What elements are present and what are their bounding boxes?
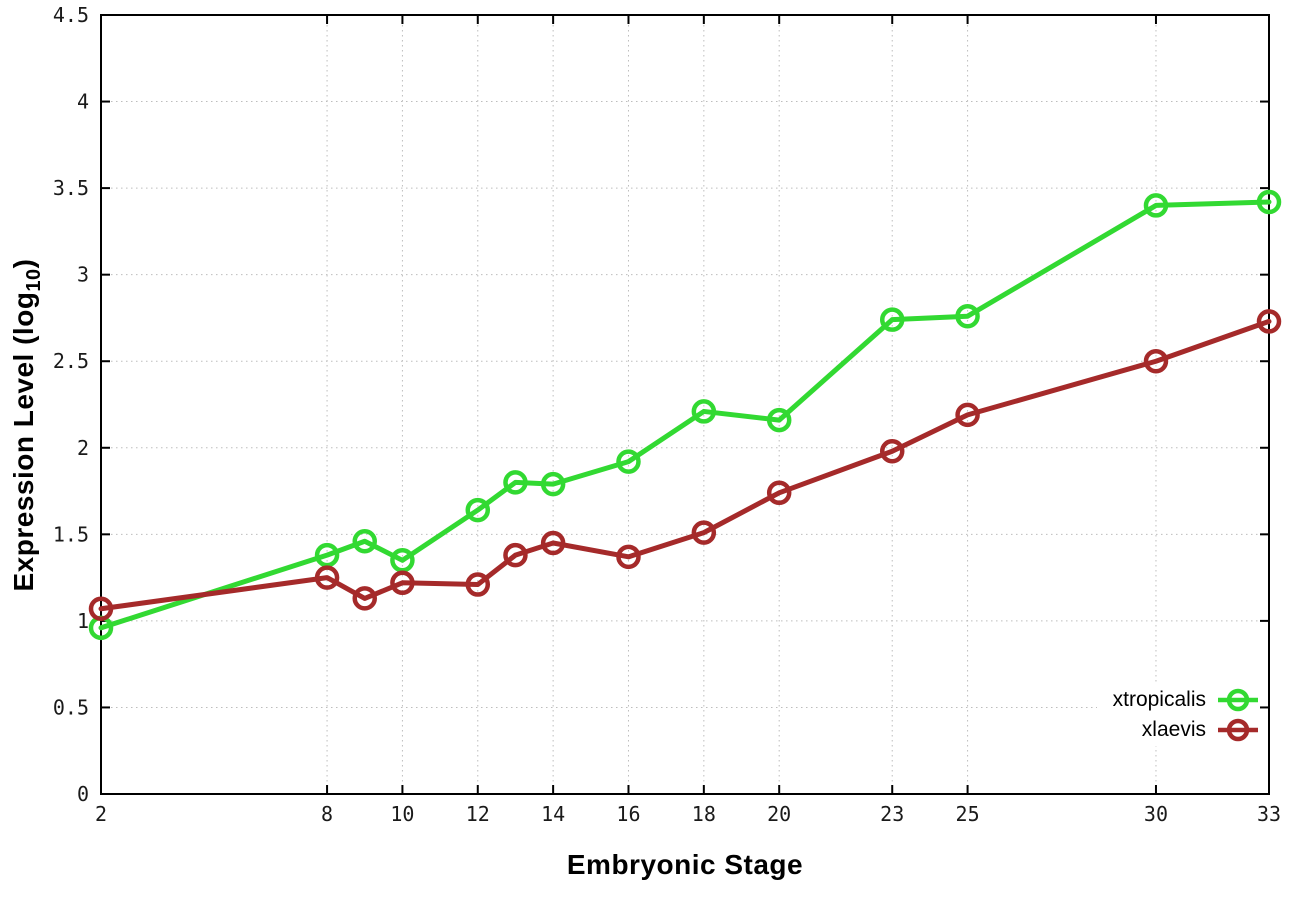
series-line-xtropicalis [98, 199, 1272, 631]
x-tick-label: 8 [321, 802, 333, 826]
data-point-xtropicalis [766, 407, 792, 433]
x-tick-label: 14 [541, 802, 565, 826]
data-point-xtropicalis [955, 303, 980, 329]
y-axis-title-subscript: 10 [23, 268, 45, 292]
legend-line-sample-icon [1218, 718, 1258, 742]
y-tick-label: 3 [77, 263, 89, 287]
data-point-xlaevis [314, 565, 340, 590]
y-tick-label: 0 [77, 782, 89, 806]
data-point-xlaevis [766, 480, 792, 506]
data-point-xtropicalis [1143, 193, 1169, 218]
x-tick-label: 25 [956, 802, 980, 826]
legend-label: xlaevis [1141, 718, 1206, 741]
y-axis-title-close: ) [8, 258, 39, 269]
data-point-xtropicalis [503, 470, 528, 495]
data-point-xlaevis [352, 586, 377, 611]
series-line-xlaevis [98, 318, 1272, 612]
y-axis-title-text: Expression Level (log [8, 291, 39, 592]
data-point-xlaevis [879, 438, 905, 464]
data-point-xlaevis [955, 402, 980, 428]
legend-line-sample-icon [1218, 688, 1258, 712]
legend-label: xtropicalis [1112, 688, 1206, 711]
data-point-xtropicalis [1256, 189, 1282, 215]
y-tick-label: 0.5 [53, 695, 89, 719]
plot-border [100, 14, 1270, 795]
data-point-xlaevis [88, 596, 114, 622]
data-point-xlaevis [1143, 348, 1169, 374]
y-tick-label: 4.5 [53, 3, 89, 27]
data-point-xtropicalis [390, 548, 415, 573]
data-point-xlaevis [691, 520, 717, 545]
legend-item-xtropicalis: xtropicalis [1113, 685, 1258, 715]
y-tick-label: 1.5 [53, 522, 89, 546]
x-tick-label: 10 [390, 802, 414, 826]
y-axis-title: Expression Level (log10) [8, 259, 46, 592]
y-tick-label: 2 [77, 436, 89, 460]
legend-item-xlaevis: xlaevis [1113, 715, 1258, 745]
data-point-xtropicalis [540, 471, 566, 497]
y-tick-label: 3.5 [53, 176, 89, 200]
data-point-xlaevis [1256, 309, 1282, 334]
data-point-xlaevis [503, 542, 528, 568]
data-point-xlaevis [540, 530, 566, 556]
data-point-xtropicalis [352, 529, 377, 554]
x-tick-label: 30 [1144, 802, 1168, 826]
data-point-xtropicalis [691, 399, 717, 424]
data-point-xtropicalis [616, 449, 641, 474]
x-tick-label: 23 [880, 802, 904, 826]
x-tick-label: 18 [692, 802, 716, 826]
y-tick-label: 2.5 [53, 349, 89, 373]
x-axis-title: Embryonic Stage [566, 849, 804, 880]
y-tick-label: 4 [77, 90, 89, 114]
x-tick-label: 33 [1257, 802, 1281, 826]
data-point-xlaevis [616, 544, 641, 570]
data-point-xlaevis [465, 572, 491, 597]
data-point-xtropicalis [465, 497, 491, 523]
data-point-xtropicalis [879, 307, 905, 332]
data-point-xtropicalis [314, 542, 340, 568]
y-tick-label: 1 [77, 609, 89, 633]
x-tick-label: 12 [466, 802, 490, 826]
x-tick-label: 20 [767, 802, 791, 826]
data-point-xlaevis [390, 570, 415, 596]
x-tick-label: 16 [616, 802, 640, 826]
legend: xtropicalis xlaevis [1096, 684, 1258, 746]
x-tick-label: 2 [95, 802, 107, 826]
